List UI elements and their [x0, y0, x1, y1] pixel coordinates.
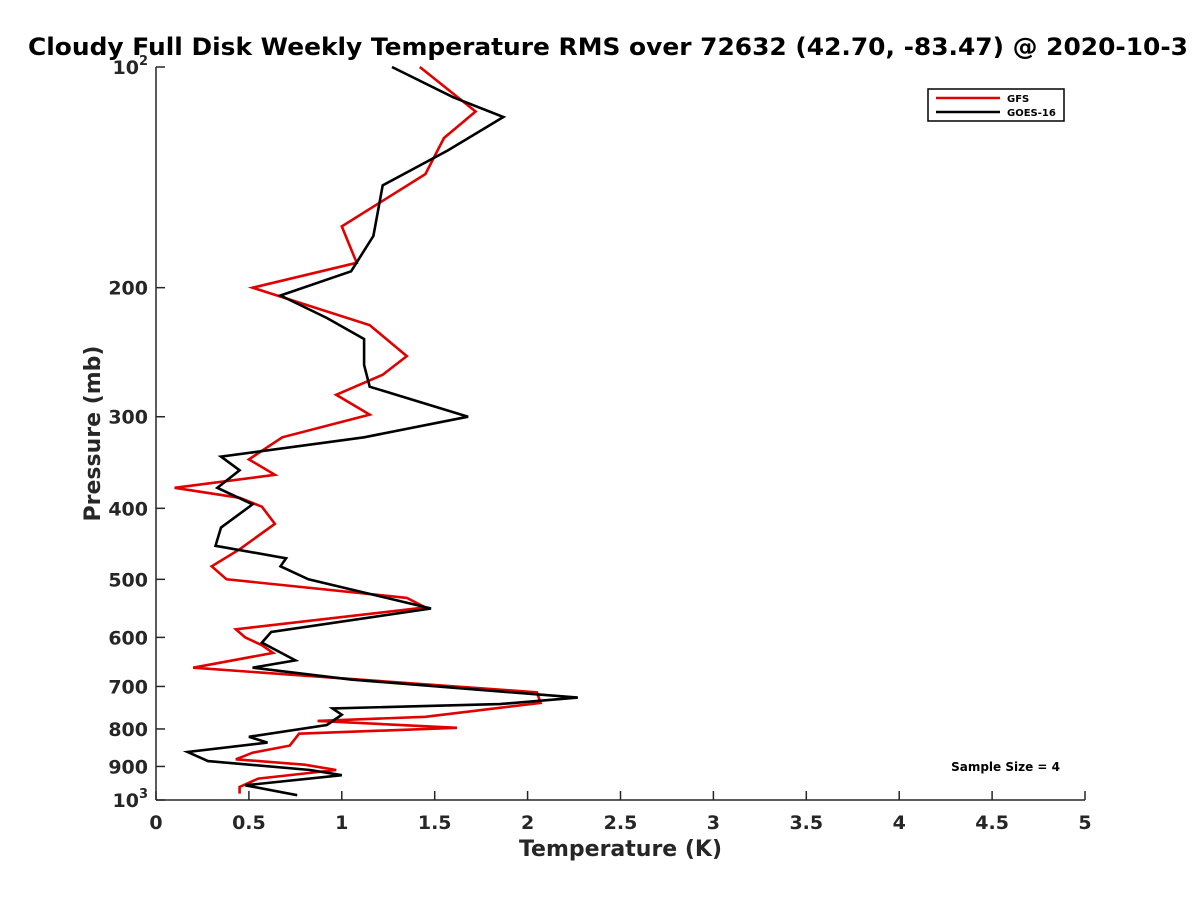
- y-tick-label: 900: [108, 756, 148, 778]
- legend-box: [927, 88, 1065, 122]
- y-axis-ticks: 102 200 300 400 500 600 700 800 900 103: [108, 54, 165, 812]
- y-tick-label: 800: [108, 719, 148, 741]
- y-tick-label: 400: [108, 498, 148, 520]
- x-tick-label: 2.5: [604, 812, 638, 834]
- series-lines: [174, 65, 578, 797]
- x-tick-label: 1.5: [418, 812, 452, 834]
- x-tick-label: 1: [335, 812, 348, 834]
- chart-title: Cloudy Full Disk Weekly Temperature RMS …: [28, 33, 1188, 61]
- x-tick-label: 0.5: [232, 812, 266, 834]
- y-tick-label: 200: [108, 278, 148, 300]
- y-tick-label: 600: [108, 627, 148, 649]
- x-tick-label: 3: [707, 812, 720, 834]
- series-line-goes-16: [182, 65, 578, 797]
- y-axis-label: Pressure (mb): [81, 346, 106, 522]
- y-tick-label: 103: [113, 787, 149, 812]
- y-tick-label: 102: [113, 54, 149, 79]
- x-tick-label: 2: [521, 812, 534, 834]
- legend: GFS GOES-16: [927, 88, 1065, 122]
- x-tick-label: 5: [1078, 812, 1091, 834]
- sample-size-annotation: Sample Size = 4: [951, 760, 1060, 774]
- x-tick-label: 3.5: [789, 812, 823, 834]
- y-tick-label: 700: [108, 676, 148, 698]
- x-tick-label: 4.5: [975, 812, 1009, 834]
- series-line-gfs: [174, 65, 543, 794]
- legend-label-goes-16: GOES-16: [1007, 108, 1056, 119]
- x-tick-label: 4: [893, 812, 906, 834]
- x-axis-ticks: 0 0.5 1 1.5 2 2.5 3 3.5 4 4.5 5: [149, 791, 1092, 834]
- y-tick-label: 500: [108, 569, 148, 591]
- x-tick-label: 0: [149, 812, 162, 834]
- legend-label-gfs: GFS: [1007, 94, 1029, 105]
- y-tick-label: 300: [108, 407, 148, 429]
- x-axis-label: Temperature (K): [519, 837, 722, 862]
